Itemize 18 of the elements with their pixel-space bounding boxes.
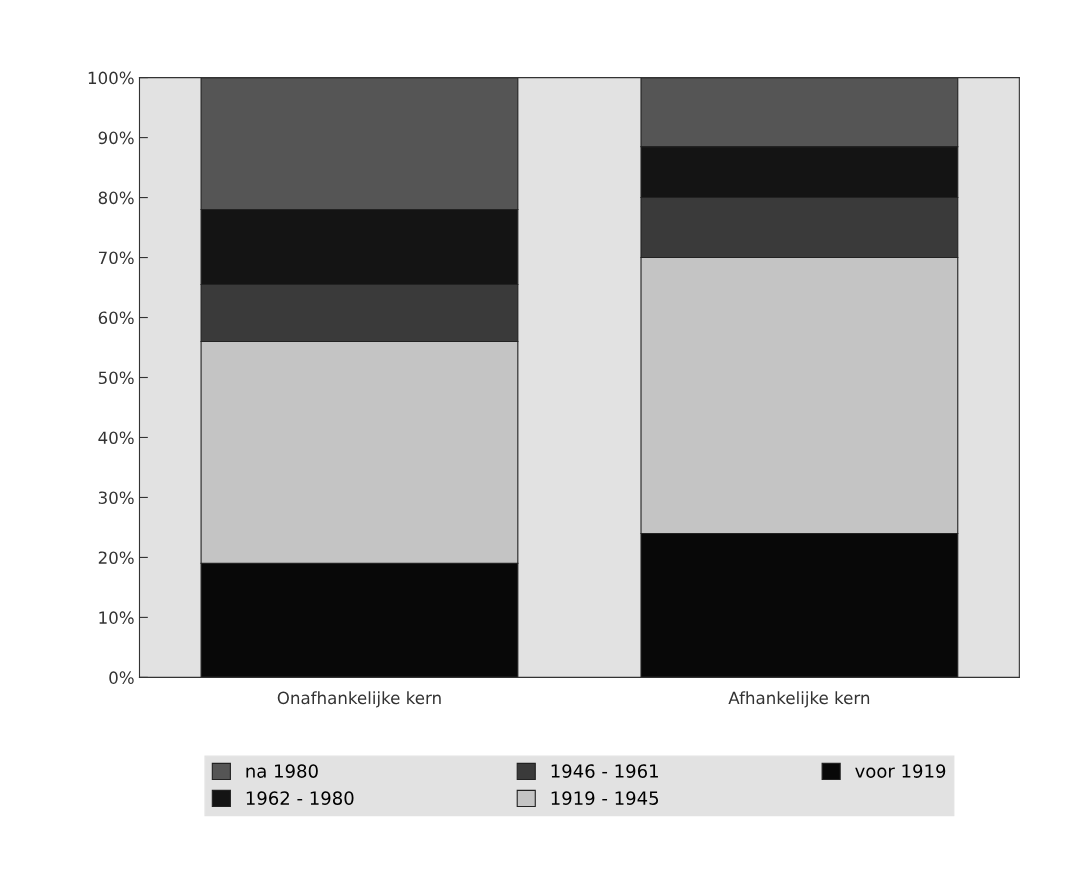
y-tick-label: 30%	[98, 491, 134, 505]
y-tick-label: 70%	[98, 251, 134, 265]
legend-label: na 1980	[246, 764, 318, 778]
x-tick-label: Onafhankelijke kern	[277, 691, 441, 708]
y-tick-label: 10%	[99, 611, 134, 624]
y-tick-label: 40%	[98, 431, 134, 445]
y-tick-label: 90%	[98, 131, 134, 145]
legend-label: 1962 - 1980	[246, 791, 354, 805]
y-tick-label: 20%	[98, 551, 134, 564]
y-tick-label: 50%	[98, 371, 134, 385]
legend-label: 1919 - 1945	[551, 791, 659, 805]
y-tick-label: 60%	[98, 311, 134, 325]
y-tick-label: 100%	[88, 71, 134, 85]
x-tick-label: Afhankelijke kern	[728, 691, 870, 708]
legend-label: voor 1919	[855, 764, 946, 778]
y-tick-label: 0%	[109, 671, 134, 684]
legend-label: 1946 - 1961	[551, 764, 658, 778]
y-tick-label: 80%	[98, 191, 134, 205]
